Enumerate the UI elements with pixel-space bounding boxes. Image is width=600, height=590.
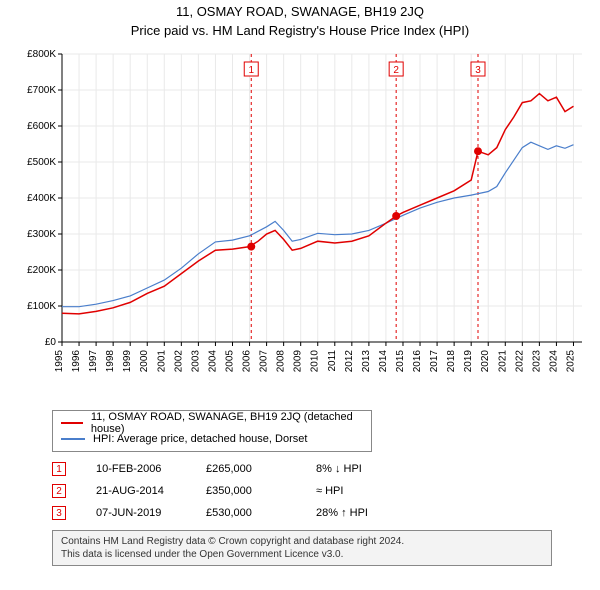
svg-text:3: 3 [475,65,481,76]
svg-text:1996: 1996 [71,350,82,373]
svg-text:2025: 2025 [565,350,576,373]
svg-text:2017: 2017 [429,350,440,373]
chart-area: £0 £100K £200K £300K £400K £500K £600K £700K £80… [8,44,592,404]
svg-text:2012: 2012 [344,350,355,373]
svg-text:1995: 1995 [54,350,65,373]
event-marker: 1 [52,462,66,476]
svg-text:2020: 2020 [480,350,491,373]
svg-text:£100K: £100K [27,301,56,312]
event-delta: 28% ↑ HPI [316,507,426,519]
event-price: £265,000 [206,463,316,475]
event-date: 21-AUG-2014 [96,485,206,497]
event-marker: 2 [52,484,66,498]
svg-text:2015: 2015 [395,350,406,373]
svg-text:2016: 2016 [412,350,423,373]
svg-text:2009: 2009 [293,350,304,373]
footer-line-1: Contains HM Land Registry data © Crown c… [61,535,543,548]
svg-text:£0: £0 [45,337,57,348]
svg-text:1: 1 [248,65,254,76]
svg-text:2003: 2003 [190,350,201,373]
chart-title-address: 11, OSMAY ROAD, SWANAGE, BH19 2JQ [8,4,592,19]
legend-label: HPI: Average price, detached house, Dors… [93,433,307,445]
svg-text:2: 2 [393,65,399,76]
event-delta: ≈ HPI [316,485,426,497]
svg-text:£400K: £400K [27,193,56,204]
svg-text:1999: 1999 [122,350,133,373]
event-marker: 3 [52,506,66,520]
svg-text:2002: 2002 [173,350,184,373]
sale-event-row: 1 10-FEB-2006£265,0008% ↓ HPI [52,458,592,480]
svg-text:£700K: £700K [27,85,56,96]
svg-text:£800K: £800K [27,49,56,60]
footer-line-2: This data is licensed under the Open Gov… [61,548,543,561]
svg-text:2006: 2006 [242,350,253,373]
svg-text:£500K: £500K [27,157,56,168]
svg-text:2024: 2024 [548,350,559,373]
chart-title-subtitle: Price paid vs. HM Land Registry's House … [8,23,592,38]
svg-text:2019: 2019 [463,350,474,373]
svg-text:2023: 2023 [531,350,542,373]
svg-text:£600K: £600K [27,121,56,132]
svg-text:2013: 2013 [361,350,372,373]
price-chart: £0 £100K £200K £300K £400K £500K £600K £700K £80… [8,44,592,404]
sale-event-row: 2 21-AUG-2014£350,000≈ HPI [52,480,592,502]
svg-text:2018: 2018 [446,350,457,373]
svg-text:2021: 2021 [497,350,508,373]
sale-event-row: 3 07-JUN-2019£530,00028% ↑ HPI [52,502,592,524]
legend-item: 11, OSMAY ROAD, SWANAGE, BH19 2JQ (detac… [61,415,363,431]
svg-text:2008: 2008 [276,350,287,373]
event-date: 07-JUN-2019 [96,507,206,519]
svg-text:2005: 2005 [224,350,235,373]
svg-text:2014: 2014 [378,350,389,373]
event-delta: 8% ↓ HPI [316,463,426,475]
legend-swatch [61,438,85,440]
svg-text:2022: 2022 [514,350,525,373]
svg-text:£200K: £200K [27,265,56,276]
legend: 11, OSMAY ROAD, SWANAGE, BH19 2JQ (detac… [52,410,372,452]
svg-text:£300K: £300K [27,229,56,240]
sale-events-list: 1 10-FEB-2006£265,0008% ↓ HPI 2 21-AUG-2014… [52,458,592,524]
legend-swatch [61,422,83,424]
attribution-footer: Contains HM Land Registry data © Crown c… [52,530,552,566]
svg-text:1997: 1997 [88,350,99,373]
svg-text:2007: 2007 [259,350,270,373]
svg-text:1998: 1998 [105,350,116,373]
svg-text:2001: 2001 [156,350,167,373]
event-price: £530,000 [206,507,316,519]
svg-text:2011: 2011 [327,350,338,372]
svg-text:2004: 2004 [207,350,218,373]
svg-text:2010: 2010 [310,350,321,373]
event-date: 10-FEB-2006 [96,463,206,475]
svg-text:2000: 2000 [139,350,150,373]
event-price: £350,000 [206,485,316,497]
legend-label: 11, OSMAY ROAD, SWANAGE, BH19 2JQ (detac… [91,411,363,435]
